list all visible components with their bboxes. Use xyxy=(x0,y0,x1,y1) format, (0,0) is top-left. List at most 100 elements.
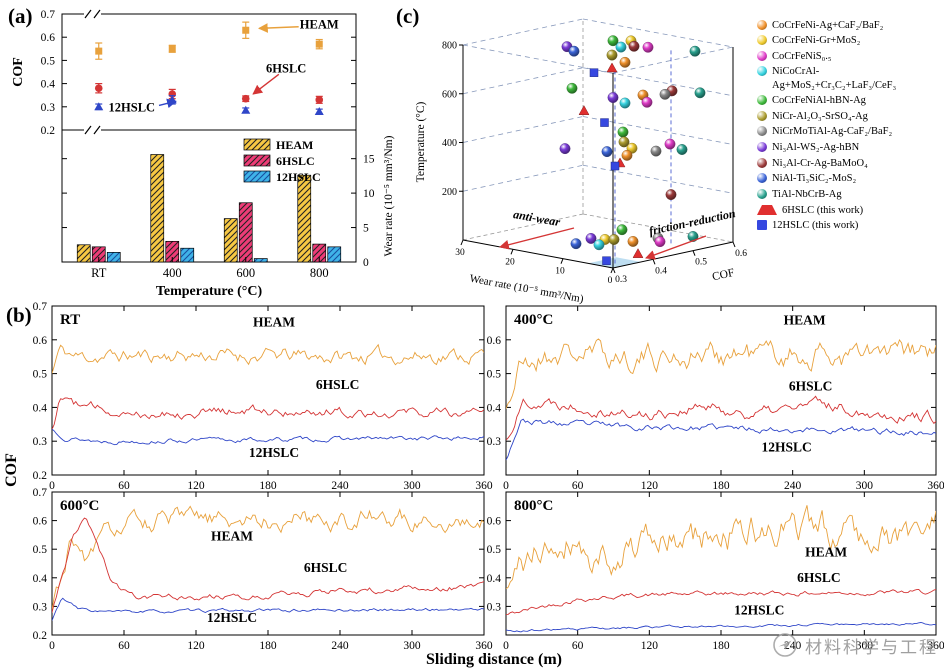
point-triangle xyxy=(632,248,644,258)
tick xyxy=(460,239,464,246)
x-tick-label: 120 xyxy=(641,640,659,652)
x-tick-label: 180 xyxy=(259,480,277,492)
y-tick-label: 0.3 xyxy=(487,601,502,613)
annotation-arrow xyxy=(252,73,280,95)
x-tick-label: 120 xyxy=(187,480,205,492)
x-tick-label: 600 xyxy=(236,266,255,280)
temp-tick-label: 800 xyxy=(442,41,457,52)
tick xyxy=(652,259,656,265)
x-tick-label: 360 xyxy=(475,640,493,652)
bar xyxy=(150,154,165,263)
annotation-anti-wear: anti-wear xyxy=(512,207,561,229)
x-tick-label: 120 xyxy=(187,640,205,652)
point-sphere xyxy=(676,144,688,155)
series-line-heam xyxy=(52,505,484,610)
point-sphere xyxy=(628,40,640,52)
point-sphere xyxy=(608,234,620,245)
triangle-marker-icon xyxy=(757,204,777,215)
y-tick-label: 0.3 xyxy=(487,436,502,448)
series-line-12hslc xyxy=(52,597,484,621)
x-tick-label: 180 xyxy=(712,480,730,492)
legend-item: 12HSLC (this work) xyxy=(757,219,941,232)
series-label: HEAM xyxy=(211,529,253,544)
legend-label: 12HSLC (this work) xyxy=(772,220,859,232)
axis-break-marks xyxy=(84,9,101,19)
legend-item: 6HSLC (this work) xyxy=(757,204,941,217)
wear-plot-frame xyxy=(61,129,357,263)
bar xyxy=(327,246,342,263)
legend-label: 6HSLC (this work) xyxy=(782,204,864,216)
temperature-axis-label: Temperature (°C) xyxy=(156,284,263,299)
bar xyxy=(106,252,121,263)
x-tick-label: 60 xyxy=(572,480,584,492)
x-tick-label: 800 xyxy=(310,266,329,280)
scatter-point xyxy=(314,106,324,115)
y-tick-label: 0.3 xyxy=(33,601,48,613)
x-tick-label: 300 xyxy=(856,640,874,652)
back-edge xyxy=(582,213,734,243)
y-tick-label: 0.4 xyxy=(487,573,502,585)
x-tick-label: 60 xyxy=(572,640,584,652)
series-label: 6HSLC xyxy=(304,560,348,575)
x-tick-label: RT xyxy=(91,266,107,280)
wear-tick-label: 0 xyxy=(608,276,613,286)
point-sphere xyxy=(641,96,653,108)
x-tick-label: 0 xyxy=(49,480,55,492)
x-tick-label: 300 xyxy=(403,640,421,652)
legend-label: NiCr-Al₂O₃-SrSO₄-Ag xyxy=(772,110,868,122)
x-tick-label: 120 xyxy=(641,480,659,492)
scatter-point xyxy=(95,47,103,55)
y-tick-label: 0.6 xyxy=(33,335,48,347)
y-tick-label: 0.7 xyxy=(41,9,56,21)
y-tick-label: 0.3 xyxy=(41,102,56,114)
grid-line xyxy=(462,67,584,95)
annotation-label: 6HSLC xyxy=(266,62,306,76)
tick xyxy=(612,267,616,274)
sphere-marker-icon xyxy=(757,110,767,121)
legend-label: Ni₃Al-Cr-Ag-BaMoO₄ xyxy=(772,157,868,169)
x-tick-label: 300 xyxy=(856,480,874,492)
legend-item: Ni₃Al-Cr-Ag-BaMoO₄ xyxy=(757,157,941,170)
y-tick-label: 0.5 xyxy=(487,544,502,556)
legend-swatch xyxy=(243,138,271,151)
legend-item: NiAl-Ti₃SiC₂-MoS₂ xyxy=(757,172,941,185)
annotation-label: 12HSLC xyxy=(109,101,156,115)
y-tick-label: 0.2 xyxy=(33,470,48,482)
sphere-marker-icon xyxy=(757,66,767,77)
x-tick-label: 240 xyxy=(331,640,349,652)
panel-c-legend: CoCrFeNi-Ag+CaF₂/BaF₂ CoCrFeNi-Gr+MoS₂ CoC… xyxy=(757,16,941,235)
y-tick-label: 0.7 xyxy=(33,487,48,499)
grid-line xyxy=(582,116,734,145)
legend-label: HEAM xyxy=(276,138,313,152)
point-sphere xyxy=(619,56,631,68)
logo-plane xyxy=(778,640,792,650)
scatter-point xyxy=(94,84,103,93)
series-line-heam xyxy=(52,343,484,374)
point-sphere xyxy=(689,45,701,57)
axis-break xyxy=(84,127,101,133)
point-sphere xyxy=(619,97,631,109)
y-tick-label: 0.4 xyxy=(33,402,48,414)
wear-tick-label: 0 xyxy=(363,257,369,269)
annotation-arrow xyxy=(258,23,299,33)
grid-line xyxy=(582,18,734,48)
point-sphere xyxy=(642,41,654,53)
wear-tick-label: 5 xyxy=(363,223,369,235)
point-sphere xyxy=(607,92,619,103)
y-tick-label: 0.5 xyxy=(41,55,56,67)
subplot-frame xyxy=(505,305,937,476)
wear-axis-label: Wear rate (10⁻⁵ mm³/Nm) xyxy=(383,135,395,256)
sphere-marker-icon xyxy=(757,50,767,61)
x-tick-label: 400 xyxy=(163,266,182,280)
wear-tick-label: 30 xyxy=(455,248,465,258)
subplot-title: 800°C xyxy=(514,498,553,514)
sphere-marker-icon xyxy=(757,173,767,184)
annotation-arrow xyxy=(499,227,575,250)
series-line-heam xyxy=(506,338,936,409)
y-tick-label: 0.5 xyxy=(487,369,502,381)
point-square xyxy=(589,68,599,77)
legend-label: NiAl-Ti₃SiC₂-MoS₂ xyxy=(772,173,857,185)
x-tick-label: 360 xyxy=(927,640,944,652)
point-sphere xyxy=(607,35,619,47)
